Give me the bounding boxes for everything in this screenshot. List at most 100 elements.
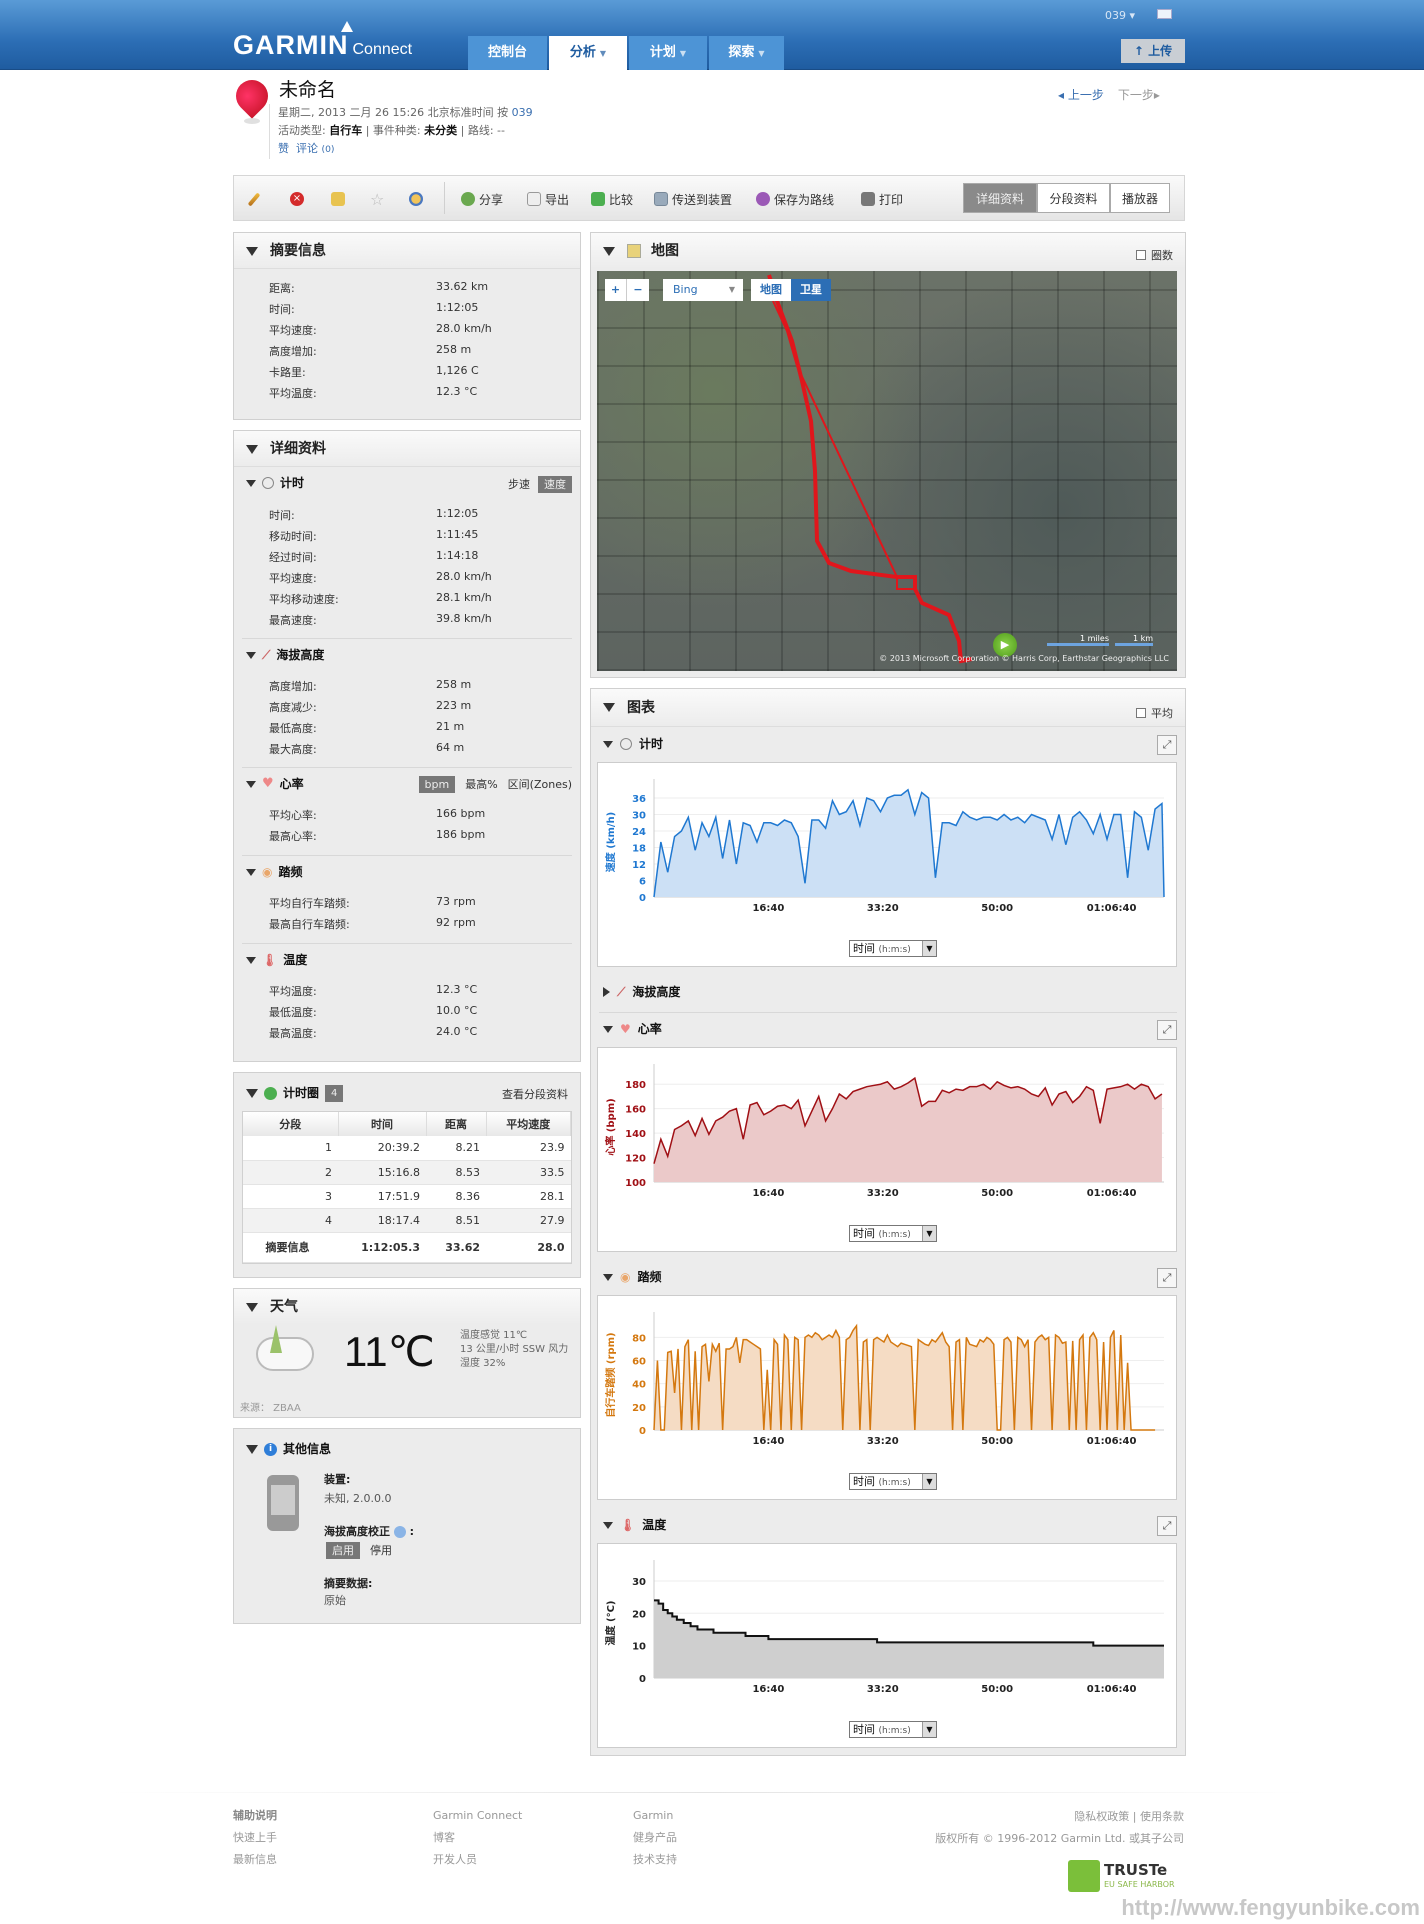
checkbox[interactable] xyxy=(1136,708,1146,718)
zoom-in-button[interactable]: + xyxy=(605,279,627,301)
speed-chart-header[interactable]: 计时 xyxy=(603,732,663,756)
elevation-chart-header[interactable]: ⟋ 海拔高度 xyxy=(603,980,680,1004)
x-axis-unit-select[interactable]: 时间 (h:m:s) ▼ xyxy=(849,940,937,957)
footer-link[interactable]: 开发人员 xyxy=(433,1853,477,1866)
temperature-chart-plot[interactable]: 0 10 20 30 16:40 33:20 50:00 01:06:40 温度 (°C) xyxy=(598,1544,1176,1704)
share-button[interactable]: 分享 xyxy=(461,190,503,208)
map-mode-road[interactable]: 地图 xyxy=(751,279,791,301)
hr-chart-plot[interactable]: 100 120 140 160 180 16:40 33:20 50:00 01:06:40 心率… xyxy=(598,1048,1176,1208)
next-link[interactable]: 下一步▸ xyxy=(1117,88,1160,102)
average-checkbox[interactable]: 平均 xyxy=(1136,705,1173,721)
map-header[interactable]: 地图 xyxy=(591,233,1185,269)
hr-chart[interactable]: 100 120 140 160 180 16:40 33:20 50:00 01:06:40 心率… xyxy=(597,1047,1177,1252)
map-provider-select[interactable]: Bing ▼ xyxy=(663,279,743,301)
truste-label[interactable]: TRUSTe xyxy=(1104,1861,1168,1879)
collapse-triangle-icon[interactable] xyxy=(603,247,615,256)
print-button[interactable]: 打印 xyxy=(861,190,903,208)
weather-header[interactable]: 天气 xyxy=(234,1289,580,1325)
disable-toggle[interactable]: 停用 xyxy=(370,1544,392,1557)
timing-section-header[interactable]: 计时 xyxy=(246,471,304,495)
cadence-chart-plot[interactable]: 0 20 40 60 80 16:40 33:20 50:00 01:06:40 自行车踏频 (r… xyxy=(598,1296,1176,1456)
footer-link[interactable]: 快速上手 xyxy=(233,1831,277,1844)
x-axis-unit-select[interactable]: 时间 (h:m:s) ▼ xyxy=(849,1721,937,1738)
footer-link[interactable]: 博客 xyxy=(433,1831,455,1844)
expand-icon[interactable]: ⤢ xyxy=(1157,1020,1177,1040)
x-axis-unit-select[interactable]: 时间 (h:m:s) ▼ xyxy=(849,1225,937,1242)
col-distance[interactable]: 距离 xyxy=(426,1112,487,1136)
checkbox[interactable] xyxy=(1136,250,1146,260)
tab-splits[interactable]: 分段资料 xyxy=(1037,183,1110,213)
cadence-chart-header[interactable]: ◉ 踏频 xyxy=(603,1265,662,1289)
footer-link[interactable]: 技术支持 xyxy=(633,1853,677,1866)
activity-type[interactable]: 自行车 xyxy=(329,124,363,137)
send-to-device-button[interactable]: 传送到装置 xyxy=(654,190,732,208)
collapse-triangle-icon[interactable] xyxy=(246,445,258,454)
expand-icon[interactable]: ⤢ xyxy=(1157,735,1177,755)
col-time[interactable]: 时间 xyxy=(338,1112,427,1136)
cadence-chart[interactable]: 0 20 40 60 80 16:40 33:20 50:00 01:06:40 自行车踏频 (r… xyxy=(597,1295,1177,1500)
footer-link[interactable]: 健身产品 xyxy=(633,1831,677,1844)
delete-button[interactable]: × xyxy=(290,190,304,208)
nav-tab-plan[interactable]: 计划 ▼ xyxy=(629,36,707,70)
other-info-header[interactable]: i 其他信息 xyxy=(246,1437,331,1461)
laps-checkbox[interactable]: 圈数 xyxy=(1136,247,1173,263)
speed-chart-plot[interactable]: 0 6 12 18 24 30 36 16:40 33:20 50:00 01:06:40 速度 (k… xyxy=(598,763,1176,923)
enable-toggle[interactable]: 启用 xyxy=(326,1542,360,1559)
view-splits-link[interactable]: 查看分段资料 xyxy=(502,1088,568,1101)
bpm-toggle[interactable]: bpm xyxy=(418,776,456,793)
details-header[interactable]: 详细资料 xyxy=(234,431,580,467)
privacy-button[interactable] xyxy=(331,190,345,208)
account-menu[interactable]: 039 ▾ xyxy=(1105,9,1136,22)
col-lap[interactable]: 分段 xyxy=(243,1112,339,1136)
temperature-chart[interactable]: 0 10 20 30 16:40 33:20 50:00 01:06:40 温度 (°C) 时间… xyxy=(597,1543,1177,1748)
play-icon[interactable]: ▶ xyxy=(993,633,1017,657)
table-row[interactable]: 4 18:17.4 8.51 27.9 xyxy=(243,1208,571,1233)
nav-tab-analyze[interactable]: 分析 ▼ xyxy=(549,36,627,70)
temperature-chart-header[interactable]: 🌡 温度 xyxy=(603,1513,666,1537)
collapse-triangle-icon[interactable] xyxy=(246,247,258,256)
table-row[interactable]: 2 15:16.8 8.53 33.5 xyxy=(243,1160,571,1185)
pace-toggle[interactable]: 步速 xyxy=(508,478,530,491)
hr-chart-header[interactable]: ♥ 心率 xyxy=(603,1017,662,1041)
garmin-connect-logo[interactable]: GARMIN Connect xyxy=(233,21,412,61)
footer-link[interactable]: 最新信息 xyxy=(233,1853,277,1866)
temperature-section-header[interactable]: 🌡 温度 xyxy=(246,948,307,972)
like-link[interactable]: 赞 xyxy=(278,142,289,155)
cadence-section-header[interactable]: ◉ 踏频 xyxy=(246,860,303,884)
help-icon[interactable] xyxy=(393,1526,406,1538)
laps-header[interactable]: 计时圈 4 xyxy=(246,1081,344,1105)
compare-button[interactable]: 比较 xyxy=(591,190,633,208)
table-row[interactable]: 3 17:51.9 8.36 28.1 xyxy=(243,1184,571,1209)
activity-title[interactable]: 未命名 xyxy=(279,79,337,101)
event-type[interactable]: 未分类 xyxy=(424,124,458,137)
export-button[interactable]: 导出 xyxy=(527,190,569,208)
heart-rate-section-header[interactable]: ♥ 心率 xyxy=(246,772,304,796)
user-link[interactable]: 039 xyxy=(511,106,533,119)
x-axis-unit-select[interactable]: 时间 (h:m:s) ▼ xyxy=(849,1473,937,1490)
expand-icon[interactable]: ⤢ xyxy=(1157,1268,1177,1288)
save-as-course-button[interactable]: 保存为路线 xyxy=(756,190,834,208)
zoom-out-button[interactable]: − xyxy=(627,279,649,301)
prev-link[interactable]: ◂ 上一步 xyxy=(1058,88,1104,102)
badge-button[interactable] xyxy=(409,190,423,208)
col-avg-speed[interactable]: 平均速度 xyxy=(486,1112,571,1136)
tab-player[interactable]: 播放器 xyxy=(1110,183,1170,213)
collapse-triangle-icon[interactable] xyxy=(246,1303,258,1312)
max-percent-toggle[interactable]: 最高% xyxy=(465,778,498,791)
table-row[interactable]: 1 20:39.2 8.21 23.9 xyxy=(243,1136,571,1161)
speed-chart[interactable]: 0 6 12 18 24 30 36 16:40 33:20 50:00 01:06:40 速度 (k… xyxy=(597,762,1177,967)
nav-tab-dashboard[interactable]: 控制台 xyxy=(468,36,547,70)
elevation-section-header[interactable]: ⟋ 海拔高度 xyxy=(246,643,324,667)
map-canvas[interactable]: + − Bing ▼ 地图 卫星 ▶ 1 miles 1 km © 2013 Mi… xyxy=(597,271,1177,671)
mail-icon[interactable] xyxy=(1157,9,1172,19)
expand-icon[interactable]: ⤢ xyxy=(1157,1516,1177,1536)
charts-header[interactable]: 图表 xyxy=(591,689,1185,727)
tab-details[interactable]: 详细资料 xyxy=(963,183,1037,213)
nav-tab-explore[interactable]: 探索 ▼ xyxy=(709,36,784,70)
upload-button[interactable]: ↑ 上传 xyxy=(1121,39,1185,63)
summary-header[interactable]: 摘要信息 xyxy=(234,233,580,269)
comments-link[interactable]: 评论 (0) xyxy=(296,142,334,155)
privacy-terms-links[interactable]: 隐私权政策 | 使用条款 xyxy=(1074,1810,1184,1823)
edit-button[interactable] xyxy=(247,190,261,208)
speed-toggle[interactable]: 速度 xyxy=(538,476,572,493)
